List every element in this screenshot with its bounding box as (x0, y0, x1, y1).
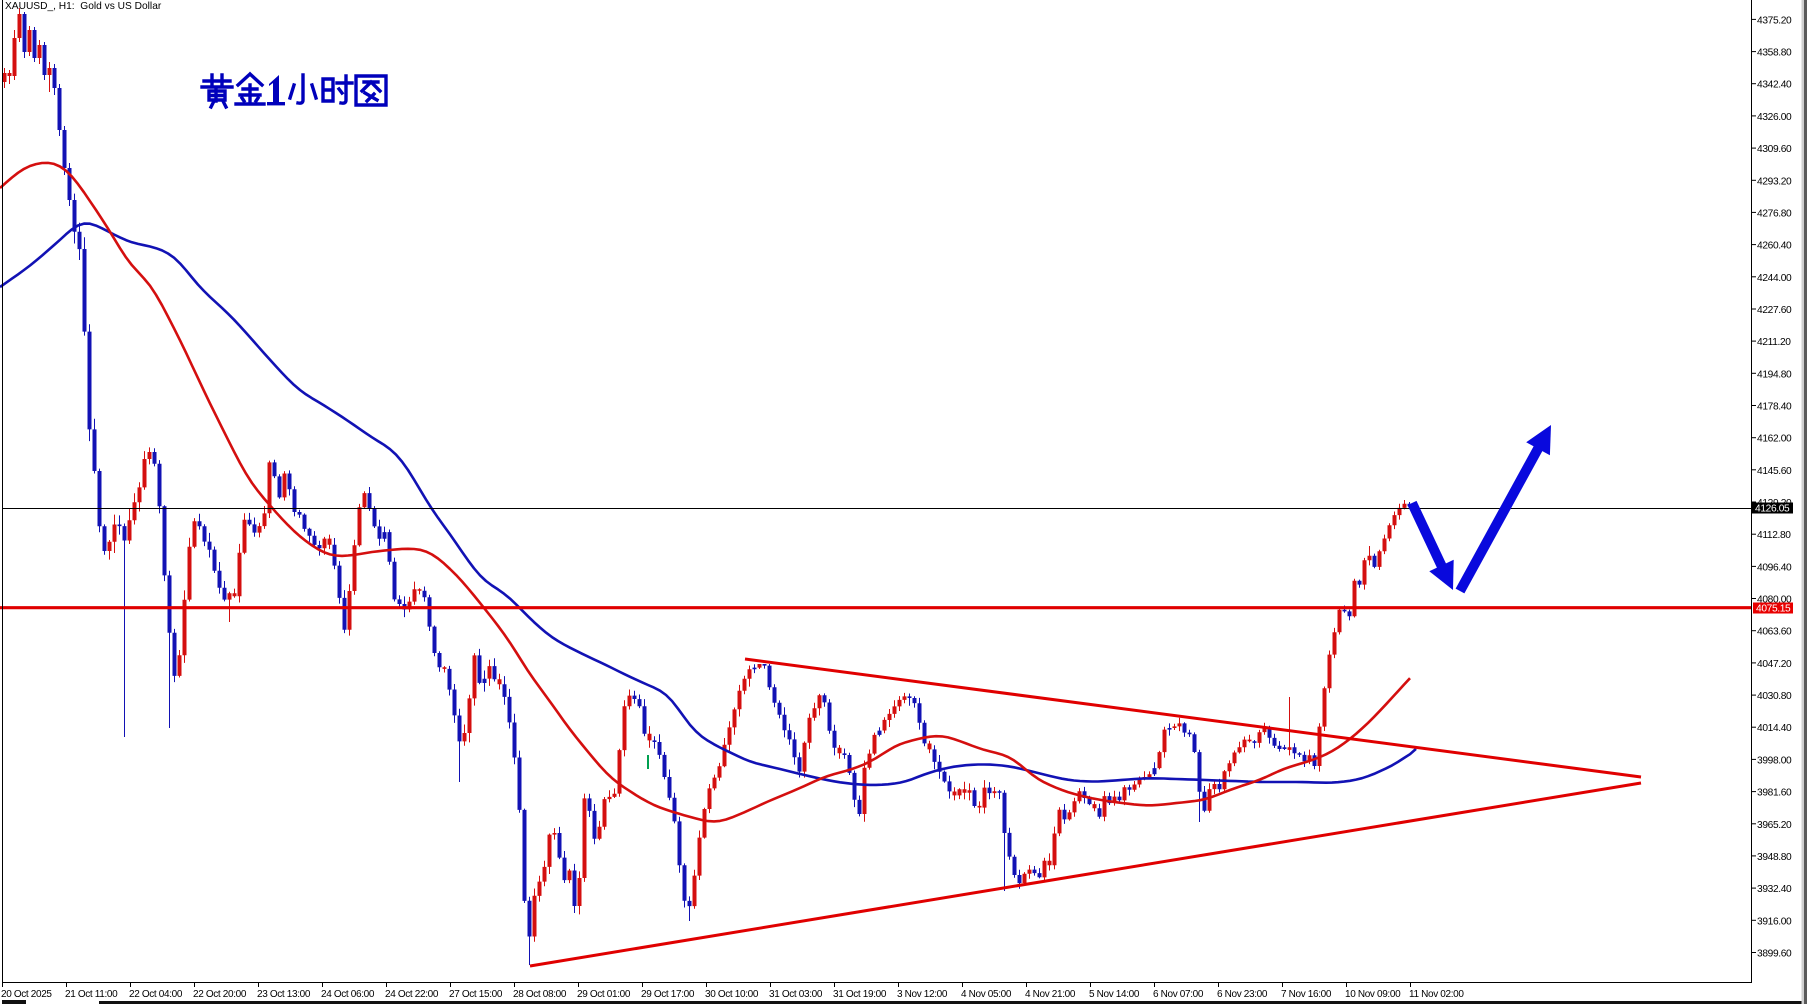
svg-text:4096.40: 4096.40 (1757, 562, 1792, 573)
svg-text:5 Nov 14:00: 5 Nov 14:00 (1089, 989, 1140, 1000)
svg-text:3899.60: 3899.60 (1757, 949, 1792, 960)
svg-text:4047.20: 4047.20 (1757, 659, 1792, 670)
svg-text:4162.00: 4162.00 (1757, 434, 1792, 445)
svg-text:4326.00: 4326.00 (1757, 112, 1792, 123)
svg-text:4014.40: 4014.40 (1757, 723, 1792, 734)
svg-text:4309.60: 4309.60 (1757, 144, 1792, 155)
svg-text:3965.20: 3965.20 (1757, 820, 1792, 831)
svg-text:29 Oct 01:00: 29 Oct 01:00 (577, 989, 631, 1000)
svg-text:31 Oct 19:00: 31 Oct 19:00 (833, 989, 887, 1000)
svg-text:3932.40: 3932.40 (1757, 884, 1792, 895)
svg-text:4358.80: 4358.80 (1757, 48, 1792, 59)
svg-text:22 Oct 20:00: 22 Oct 20:00 (193, 989, 247, 1000)
svg-text:4178.40: 4178.40 (1757, 402, 1792, 413)
svg-text:4260.40: 4260.40 (1757, 241, 1792, 252)
svg-text:28 Oct 08:00: 28 Oct 08:00 (513, 989, 567, 1000)
svg-text:3948.80: 3948.80 (1757, 852, 1792, 863)
svg-text:4375.20: 4375.20 (1757, 15, 1792, 26)
svg-text:4063.60: 4063.60 (1757, 627, 1792, 638)
svg-text:4276.80: 4276.80 (1757, 208, 1792, 219)
svg-text:4030.80: 4030.80 (1757, 691, 1792, 702)
svg-text:4112.80: 4112.80 (1757, 530, 1791, 541)
svg-text:3998.00: 3998.00 (1757, 755, 1792, 766)
svg-text:20 Oct 2025: 20 Oct 2025 (1, 989, 52, 1000)
svg-text:4126.05: 4126.05 (1755, 504, 1790, 515)
svg-text:4 Nov 05:00: 4 Nov 05:00 (961, 989, 1012, 1000)
svg-text:23 Oct 13:00: 23 Oct 13:00 (257, 989, 311, 1000)
svg-text:3981.60: 3981.60 (1757, 788, 1792, 799)
svg-text:22 Oct 04:00: 22 Oct 04:00 (129, 989, 183, 1000)
svg-text:3 Nov 12:00: 3 Nov 12:00 (897, 989, 948, 1000)
svg-text:30 Oct 10:00: 30 Oct 10:00 (705, 989, 759, 1000)
svg-text:27 Oct 15:00: 27 Oct 15:00 (449, 989, 503, 1000)
svg-text:6 Nov 23:00: 6 Nov 23:00 (1217, 989, 1268, 1000)
svg-text:24 Oct 22:00: 24 Oct 22:00 (385, 989, 439, 1000)
svg-text:4145.60: 4145.60 (1757, 466, 1792, 477)
svg-text:4227.60: 4227.60 (1757, 305, 1792, 316)
svg-text:6 Nov 07:00: 6 Nov 07:00 (1153, 989, 1204, 1000)
svg-text:4342.40: 4342.40 (1757, 80, 1792, 91)
svg-text:31 Oct 03:00: 31 Oct 03:00 (769, 989, 823, 1000)
svg-text:29 Oct 17:00: 29 Oct 17:00 (641, 989, 695, 1000)
svg-text:XAUUSD_, H1: Gold vs US Dolla: XAUUSD_, H1: Gold vs US Dollar (5, 1, 162, 12)
svg-text:4 Nov 21:00: 4 Nov 21:00 (1025, 989, 1076, 1000)
svg-text:21 Oct 11:00: 21 Oct 11:00 (65, 989, 118, 1000)
svg-text:24 Oct 06:00: 24 Oct 06:00 (321, 989, 375, 1000)
svg-text:4194.80: 4194.80 (1757, 369, 1792, 380)
svg-text:4075.15: 4075.15 (1756, 604, 1791, 615)
svg-text:4293.20: 4293.20 (1757, 176, 1792, 187)
svg-text:4244.00: 4244.00 (1757, 273, 1792, 284)
svg-text:7 Nov 16:00: 7 Nov 16:00 (1281, 989, 1332, 1000)
svg-text:3916.00: 3916.00 (1757, 916, 1792, 927)
svg-text:4080.00: 4080.00 (1757, 595, 1792, 606)
svg-text:4211.20: 4211.20 (1757, 337, 1791, 348)
svg-text:11 Nov 02:00: 11 Nov 02:00 (1409, 989, 1464, 1000)
svg-text:10 Nov 09:00: 10 Nov 09:00 (1345, 989, 1401, 1000)
